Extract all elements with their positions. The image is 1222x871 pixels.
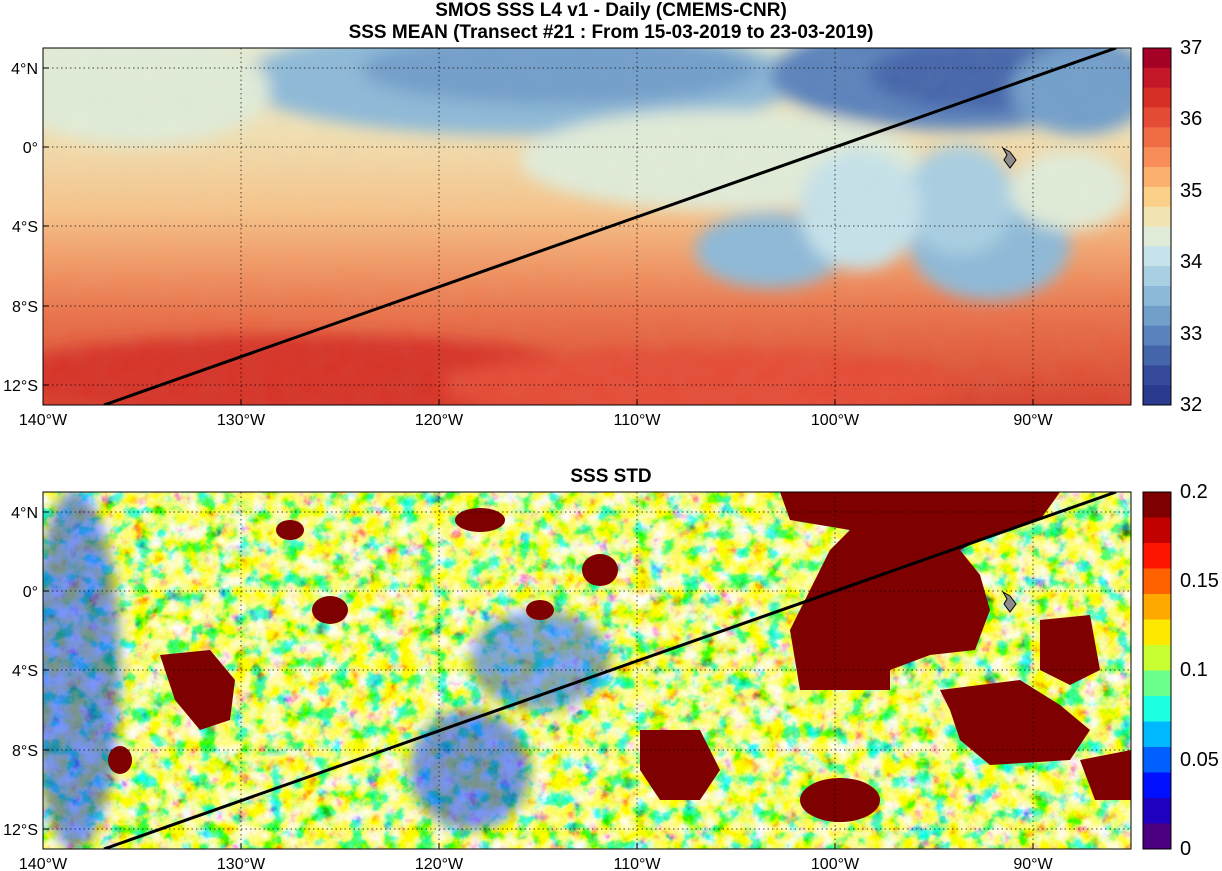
cb1-swatch — [1143, 345, 1171, 366]
mean-lon-label-110w: 110°W — [613, 412, 661, 429]
cb1-swatch — [1143, 365, 1171, 386]
cb2-swatch — [1143, 543, 1171, 569]
mean-lat-label-12s: 12°S — [3, 378, 38, 395]
std-cbar-tick-0.1: 0.1 — [1180, 659, 1208, 681]
mean-lon-label-90w: 90°W — [1013, 412, 1053, 429]
mean-lon-label-130w: 130°W — [217, 412, 266, 429]
mean-cbar-tick-32: 32 — [1180, 394, 1202, 416]
std-lat-label-12s: 12°S — [3, 822, 38, 839]
cb1-swatch — [1143, 147, 1171, 168]
mean-lon-label-100w: 100°W — [811, 412, 860, 429]
std-lon-label-140w: 140°W — [19, 856, 68, 871]
std-cbar-tick-0: 0 — [1180, 838, 1191, 860]
cb2-swatch — [1143, 517, 1171, 544]
mean-lon-label-140w: 140°W — [19, 412, 68, 429]
cb1-swatch — [1143, 325, 1171, 346]
cb1-swatch — [1143, 385, 1171, 406]
std-lat-label-4n: 4°N — [11, 505, 38, 522]
cb1-swatch — [1143, 206, 1171, 227]
cb2-swatch — [1143, 798, 1171, 824]
cb1-swatch — [1143, 305, 1171, 327]
mean-gridlines — [43, 48, 1131, 405]
galapagos-island-land-std — [1001, 590, 1017, 613]
std-cbar-tick-0.05: 0.05 — [1180, 749, 1219, 771]
cb1-swatch — [1143, 266, 1171, 287]
cb2-swatch — [1143, 696, 1171, 722]
transect-line — [103, 48, 1117, 405]
std-cbar-tick-0.2: 0.2 — [1180, 481, 1208, 503]
mean-cbar-tick-36: 36 — [1180, 108, 1202, 130]
cb1-swatch — [1143, 246, 1171, 267]
std-gridlines — [43, 492, 1131, 849]
cb1-swatch — [1143, 87, 1171, 108]
cb2-swatch — [1143, 619, 1171, 646]
mean-cbar-tick-34: 34 — [1180, 251, 1202, 273]
mean-lat-label-0: 0° — [23, 140, 38, 157]
cb2-swatch — [1143, 823, 1171, 850]
cb2-swatch — [1143, 568, 1171, 595]
mean-lat-label-4n: 4°N — [11, 61, 38, 78]
std-lat-label-4s: 4°S — [12, 663, 38, 680]
mean-lon-label-120w: 120°W — [415, 412, 464, 429]
mean-panel-title: SSS MEAN (Transect #21 : From 15-03-2019… — [348, 22, 874, 43]
galapagos-island-land — [1001, 146, 1017, 169]
mean-lat-label-4s: 4°S — [12, 219, 38, 236]
mean-map-panel: 140°W 130°W 120°W 110°W 100°W 90°W 4°N 0… — [3, 37, 1202, 429]
std-lon-label-130w: 130°W — [217, 856, 266, 871]
cb2-swatch — [1143, 645, 1171, 671]
cb1-swatch — [1143, 226, 1171, 247]
std-lon-label-110w: 110°W — [613, 856, 661, 871]
mean-cbar-tick-35: 35 — [1180, 180, 1202, 202]
std-cbar-tick-0.15: 0.15 — [1180, 570, 1219, 592]
cb2-swatch — [1143, 594, 1171, 620]
std-lat-label-8s: 8°S — [12, 743, 38, 760]
transect-line-std — [103, 492, 1117, 849]
cb2-swatch — [1143, 721, 1171, 748]
std-colorbar — [1143, 492, 1171, 850]
std-lon-label-90w: 90°W — [1013, 856, 1053, 871]
cb2-swatch — [1143, 670, 1171, 697]
mean-cbar-tick-33: 33 — [1180, 323, 1202, 345]
std-map-panel: 140°W 130°W 120°W 110°W 100°W 90°W 4°N 0… — [3, 481, 1219, 871]
mean-field — [43, 48, 1131, 405]
cb1-swatch — [1143, 127, 1171, 148]
high-std-region — [108, 492, 1131, 822]
cb1-swatch — [1143, 286, 1171, 307]
std-lon-label-100w: 100°W — [811, 856, 860, 871]
cb1-swatch — [1143, 107, 1171, 128]
cb1-swatch — [1143, 67, 1171, 89]
cb2-swatch — [1143, 747, 1171, 773]
cb1-swatch — [1143, 186, 1171, 208]
std-lon-label-120w: 120°W — [415, 856, 464, 871]
cb2-swatch — [1143, 772, 1171, 799]
figure-title: SMOS SSS L4 v1 - Daily (CMEMS-CNR) — [435, 0, 787, 21]
cb1-swatch — [1143, 167, 1171, 188]
mean-colorbar — [1143, 48, 1171, 406]
cb1-swatch — [1143, 48, 1171, 69]
std-panel-title: SSS STD — [570, 466, 652, 487]
mean-cbar-tick-37: 37 — [1180, 37, 1202, 59]
mean-lat-label-8s: 8°S — [12, 299, 38, 316]
std-lat-label-0: 0° — [23, 584, 38, 601]
cb2-swatch — [1143, 492, 1171, 518]
std-field — [43, 492, 1131, 849]
